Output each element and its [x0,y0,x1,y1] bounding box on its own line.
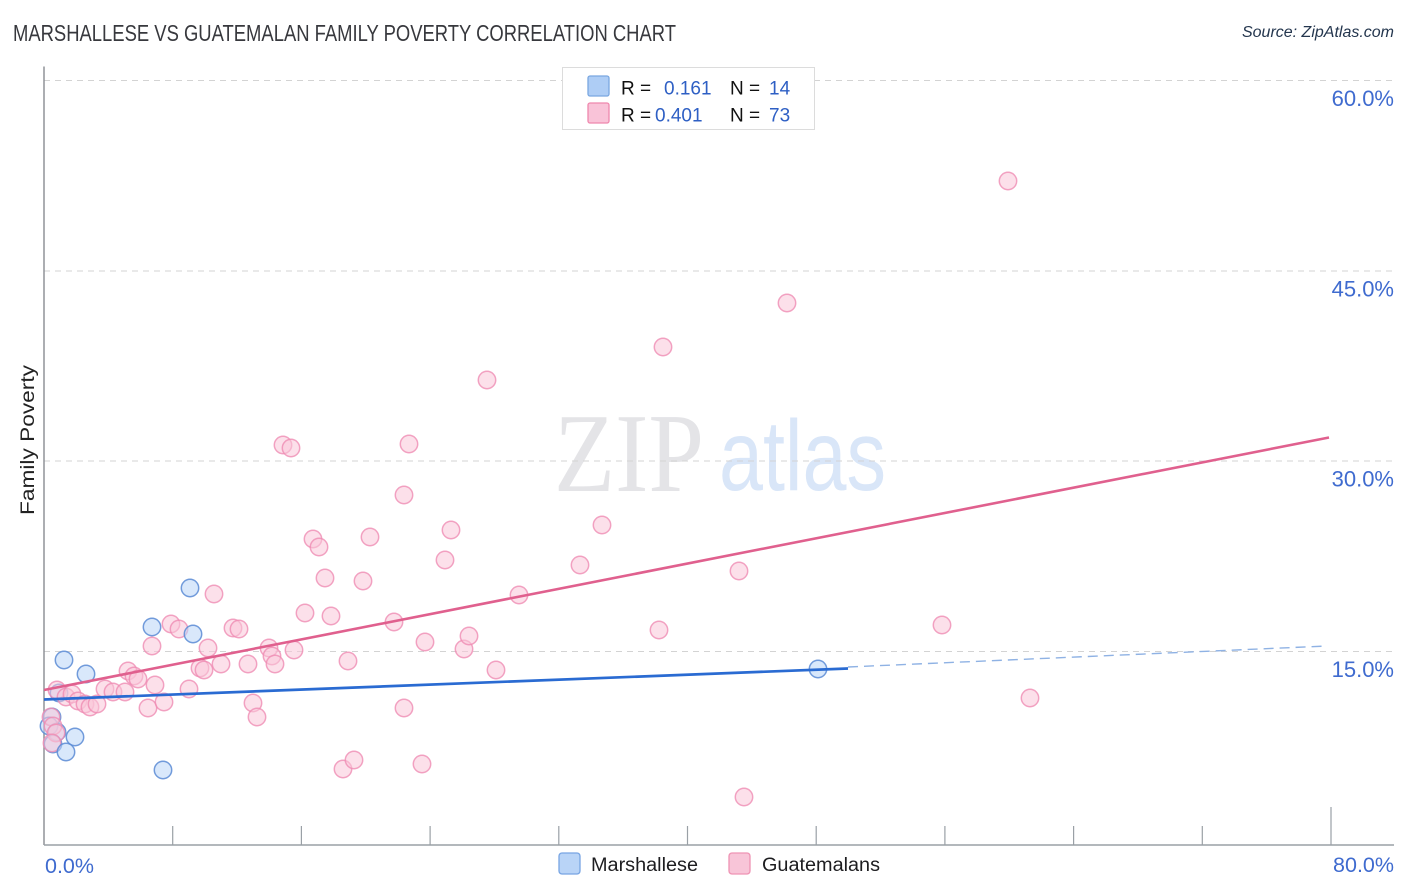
svg-text:80.0%: 80.0% [1333,853,1394,877]
svg-text:0.0%: 0.0% [45,854,94,878]
svg-text:MARSHALLESE VS GUATEMALAN FAMI: MARSHALLESE VS GUATEMALAN FAMILY POVERTY… [13,20,676,46]
svg-text:ZIP: ZIP [554,392,704,516]
svg-text:73: 73 [769,106,790,127]
svg-text:0.161: 0.161 [664,79,712,100]
svg-text:N =: N = [730,106,760,127]
svg-text:45.0%: 45.0% [1332,277,1394,302]
svg-text:Family Poverty: Family Poverty [18,364,39,515]
svg-text:Source: ZipAtlas.com: Source: ZipAtlas.com [1242,24,1394,41]
svg-text:Marshallese: Marshallese [591,855,698,876]
svg-text:0.401: 0.401 [655,106,703,127]
svg-text:R =: R = [621,79,651,100]
svg-text:atlas: atlas [719,400,886,512]
svg-text:Guatemalans: Guatemalans [762,855,880,876]
svg-text:14: 14 [769,79,791,100]
svg-text:R =: R = [621,106,651,127]
svg-text:60.0%: 60.0% [1332,86,1394,111]
svg-text:30.0%: 30.0% [1332,467,1394,492]
svg-text:N =: N = [730,79,760,100]
svg-text:15.0%: 15.0% [1332,657,1394,682]
